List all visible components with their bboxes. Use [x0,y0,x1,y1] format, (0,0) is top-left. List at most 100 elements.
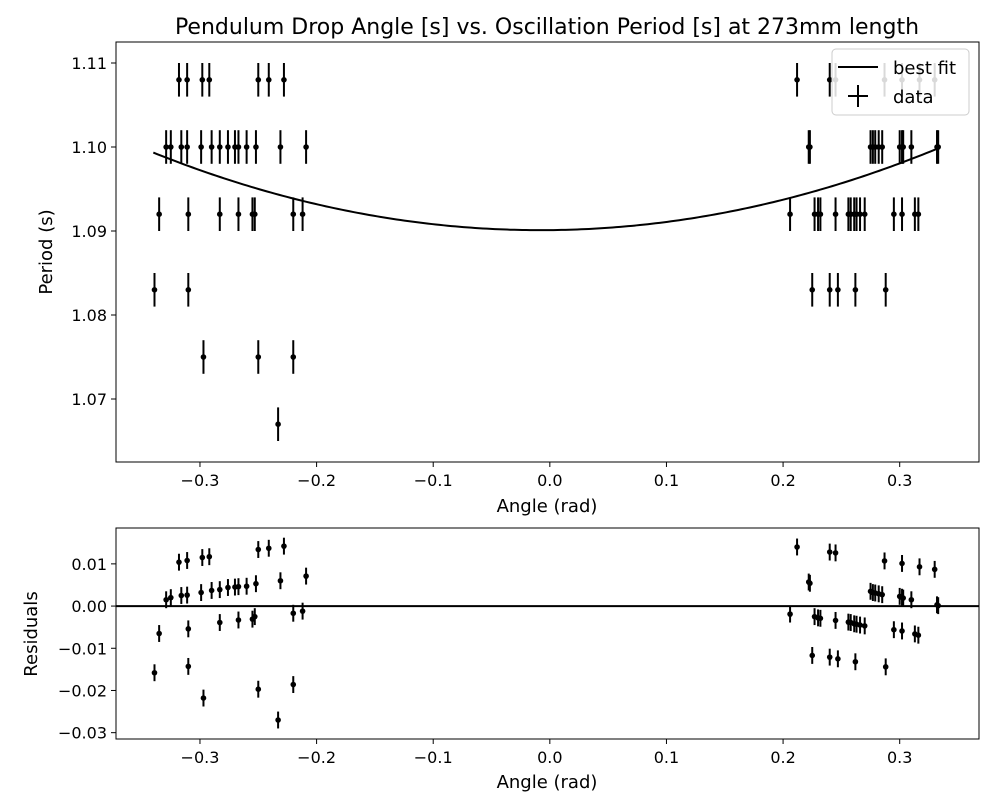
residuals-data-point [200,695,207,701]
residuals-data-point [176,559,182,565]
residuals-data-point [915,632,922,638]
residuals-data-point [198,589,204,596]
period-x-tick-label: −0.3 [181,471,220,490]
legend-box [831,48,970,116]
period-data-point [156,211,162,217]
period-data-point [857,211,863,217]
best-fit-curve [152,147,939,232]
residuals-data-point [206,553,213,560]
period-data-point [861,211,868,217]
residuals-x-axis-label: Angle (rad) [497,772,598,793]
residuals-y-ticks: −0.03 −0.02 −0.01 0.00 0.01 [58,555,116,743]
residuals-y-tick-label: 0.00 [71,597,107,616]
residuals-data-point [787,611,793,617]
residuals-data-point [290,681,297,688]
residuals-data-point [163,596,169,603]
residuals-y-axis-label: Residuals [21,591,42,676]
residuals-data-point [899,560,905,567]
residuals-x-tick-label: 0.1 [654,748,679,767]
period-panel: Pendulum Drop Angle [s] vs. Oscillation … [36,15,980,517]
period-y-tick-label: 1.11 [71,54,107,73]
residuals-data-point [857,622,863,628]
residuals-data-point [255,686,262,693]
residuals-y-tick-label: −0.01 [58,639,107,658]
period-x-tick-label: −0.1 [414,471,453,490]
residuals-data-point [184,592,190,598]
residuals-data-point [916,564,923,570]
period-data-point [199,77,206,83]
residuals-data-point [225,584,231,591]
residuals-data-point [185,626,192,632]
period-data-point [817,211,824,217]
residuals-data-point [299,608,306,614]
residuals-data-point [277,577,284,584]
period-data-point [216,211,223,217]
period-data-point [809,287,816,293]
period-data-point [277,144,284,150]
period-data-point [265,77,272,83]
period-data-point [281,77,287,83]
residuals-data-point [235,583,242,590]
residuals-x-tick-label: 0.3 [887,748,912,767]
period-data-point [251,211,258,217]
period-data-point [290,211,297,217]
period-data-point [163,144,169,150]
chart-title: Pendulum Drop Angle [s] vs. Oscillation … [175,15,919,40]
residuals-data-point [861,623,868,629]
residuals-data-point [899,628,905,634]
period-data-point [826,287,833,293]
residuals-axes-frame [115,527,980,740]
residuals-data-point [891,626,897,633]
period-data-point [891,211,897,217]
period-data-point [168,144,174,150]
period-data-point [915,211,922,217]
residuals-data-point [216,619,223,626]
period-data-point [908,144,915,150]
residuals-data-point [900,595,906,601]
residuals-x-tick-label: −0.3 [181,748,220,767]
residuals-data-point [832,617,839,624]
period-data-point [290,354,297,360]
residuals-x-ticks: −0.3 −0.2 −0.1 0.0 0.1 0.2 0.3 [181,739,912,767]
residuals-data-point [168,594,174,601]
period-data-point [208,144,215,150]
period-data-point [935,144,941,150]
residuals-data-point [881,558,888,564]
residuals-data-point [826,549,833,555]
period-data-point [255,77,262,83]
residuals-plot-area [116,537,979,729]
period-data-point [852,287,859,293]
period-data-point [299,211,306,217]
residuals-data-point [794,544,800,550]
residuals-data-point [882,664,889,670]
residuals-data-point [208,587,215,594]
residuals-data-point [255,546,262,553]
residuals-data-point [243,583,250,590]
period-data-point [185,211,192,217]
period-data-point [225,144,231,150]
residuals-data-point [290,610,297,617]
period-y-tick-label: 1.09 [71,222,107,241]
period-x-axis-label: Angle (rad) [497,496,598,517]
residuals-data-point [826,654,833,660]
residuals-y-tick-label: −0.03 [58,724,107,743]
period-data-point [794,77,800,83]
residuals-data-point [235,617,242,623]
period-data-point [787,211,793,217]
residuals-y-tick-label: 0.01 [71,555,107,574]
period-data-point [184,77,190,83]
period-x-tick-label: 0.1 [654,471,679,490]
residuals-data-point [265,545,272,552]
residuals-data-point [303,573,309,579]
period-x-ticks: −0.3 −0.2 −0.1 0.0 0.1 0.2 0.3 [181,462,912,490]
period-y-ticks: 1.07 1.08 1.09 1.10 1.11 [71,54,116,409]
period-data-point [206,77,213,83]
residuals-data-point [835,656,841,662]
period-data-point [900,144,906,150]
residuals-data-point [281,543,287,549]
period-axes-frame [115,41,980,463]
period-data-point [275,421,281,428]
period-data-point [826,77,833,83]
period-x-tick-label: 0.0 [537,471,562,490]
